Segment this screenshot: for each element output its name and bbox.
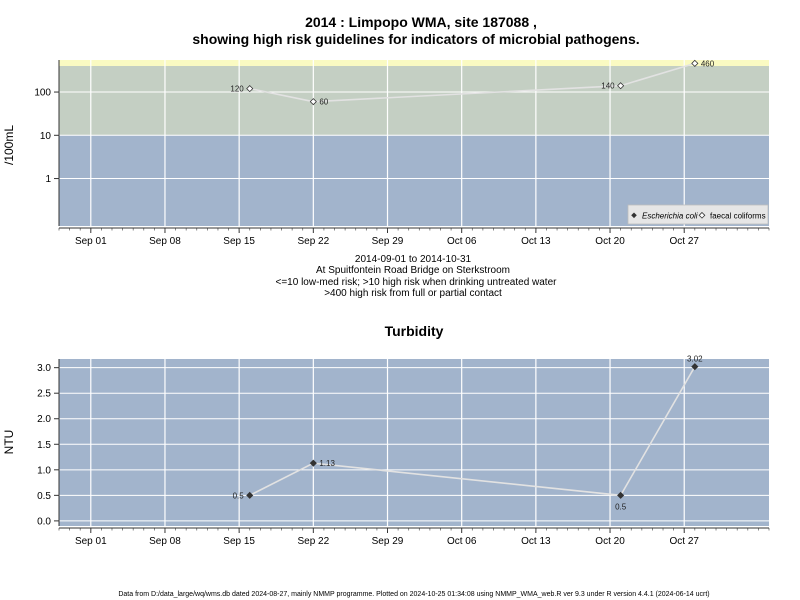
chart1-x-tick-label-1: Sep 08: [149, 236, 181, 247]
chart1-x-tick-label-4: Sep 29: [372, 236, 404, 247]
chart2-x-tick-label-7: Oct 20: [595, 536, 625, 547]
chart1-x-tick-label-0: Sep 01: [75, 236, 107, 247]
legend-box: [627, 204, 769, 225]
chart1-x-tick-label-8: Oct 27: [669, 236, 699, 247]
chart2-y-tick-label-1: 0.5: [37, 491, 51, 502]
chart1-data-label-1: 60: [319, 98, 328, 107]
chart1-background-bands: [59, 60, 769, 226]
chart2-point-2: [617, 491, 625, 499]
chart1-data-label-0: 120: [230, 85, 244, 94]
chart2-y-tick-label-0: 0.0: [37, 516, 51, 527]
chart2-axes: Sep 01 Sep 08 Sep 15 Sep 22 Sep 29 Oct 06 Oct …: [37, 359, 770, 547]
chart2-y-tick-label-4: 2.0: [37, 414, 51, 425]
legend-open-diamond-marker: [698, 211, 706, 219]
chart2-y-tick-label-3: 1.5: [37, 440, 51, 451]
chart2-y-tick-label-5: 2.5: [37, 389, 51, 400]
chart2-y-axis-label: NTU: [2, 430, 16, 455]
chart2-data-label-0: 0.5: [233, 491, 245, 500]
chart2-x-tick-label-5: Oct 06: [447, 536, 477, 547]
chart1-x-tick-label-5: Oct 06: [447, 236, 477, 247]
chart2-data-label-2: 0.5: [615, 502, 627, 511]
chart2-grid: [59, 359, 769, 526]
chart2-point-0: [246, 491, 254, 499]
chart1-x-tick-label-6: Oct 13: [521, 236, 551, 247]
chart1-data-label-2: 140: [601, 82, 615, 91]
chart2-point-3: [691, 363, 699, 371]
chart1-legend: Escherichia coli faecal coliforms: [627, 204, 769, 225]
chart2-y-tick-label-2: 1.0: [37, 465, 51, 476]
chart2-point-1: [309, 459, 317, 467]
footer-note: Data from D:/data_large/wq/wms.db dated …: [118, 591, 709, 598]
chart2-x-tick-label-4: Sep 29: [372, 536, 404, 547]
chart1-data-label-3: 460: [701, 59, 715, 68]
chart1-point-2: [617, 82, 625, 90]
chart2-data-label-1: 1.13: [319, 459, 335, 468]
chart1-x-tick-label-2: Sep 15: [223, 236, 255, 247]
chart1-caption-date-range: 2014-09-01 to 2014-10-31: [355, 254, 472, 265]
chart1-series-0-line: [249, 62, 696, 103]
chart1-grid: [59, 60, 769, 226]
chart2-x-tick-label-3: Sep 22: [297, 536, 329, 547]
chart1-y-tick-label-2: 100: [34, 88, 51, 99]
chart2-x-tick-label-2: Sep 15: [223, 536, 255, 547]
chart1-x-tick-label-7: Oct 20: [595, 236, 625, 247]
chart1-band-2: [59, 60, 769, 66]
chart1-x-tick-label-3: Sep 22: [297, 236, 329, 247]
chart1-caption-site: At Spuitfontein Road Bridge on Sterkstro…: [316, 265, 510, 276]
chart1-title-line1: 2014 : Limpopo WMA, site 187088 ,: [305, 14, 537, 30]
chart2-x-tick-label-8: Oct 27: [669, 536, 699, 547]
chart2-y-tick-label-6: 3.0: [37, 363, 51, 374]
chart2-series-0-line: [249, 366, 696, 497]
legend-entry-faecal-coliforms: faecal coliforms: [710, 212, 766, 221]
chart1-y-axis-label: /100mL: [2, 125, 16, 165]
chart1-point-3: [691, 59, 699, 67]
chart2-series: 0.5 1.13 0.5 3.02: [233, 355, 704, 512]
chart2-data-label-3: 3.02: [687, 355, 703, 364]
chart1-y-tick-label-0: 1: [45, 174, 51, 185]
chart1-caption-risk-contact: >400 high risk from full or partial cont…: [324, 288, 502, 299]
chart2-x-tick-label-6: Oct 13: [521, 536, 551, 547]
chart1-point-0: [246, 85, 254, 93]
chart2-title: Turbidity: [385, 323, 444, 339]
legend-entry-escherichia-coli: Escherichia coli: [642, 212, 698, 221]
chart2-x-tick-label-1: Sep 08: [149, 536, 181, 547]
chart1-band-1: [59, 66, 769, 136]
chart1-title-line2: showing high risk guidelines for indicat…: [192, 31, 639, 47]
chart1-point-1: [309, 98, 317, 106]
legend-filled-diamond-marker: [631, 212, 637, 219]
chart1-axes: Sep 01 Sep 08 Sep 15 Sep 22 Sep 29 Oct 06 Oct …: [34, 60, 770, 247]
chart1-y-tick-label-1: 10: [40, 131, 52, 142]
chart2-x-tick-label-0: Sep 01: [75, 536, 107, 547]
chart1-caption-risk-drinking: <=10 low-med risk; >10 high risk when dr…: [276, 277, 558, 288]
chart1-series: 120 60 140 460: [230, 59, 714, 106]
